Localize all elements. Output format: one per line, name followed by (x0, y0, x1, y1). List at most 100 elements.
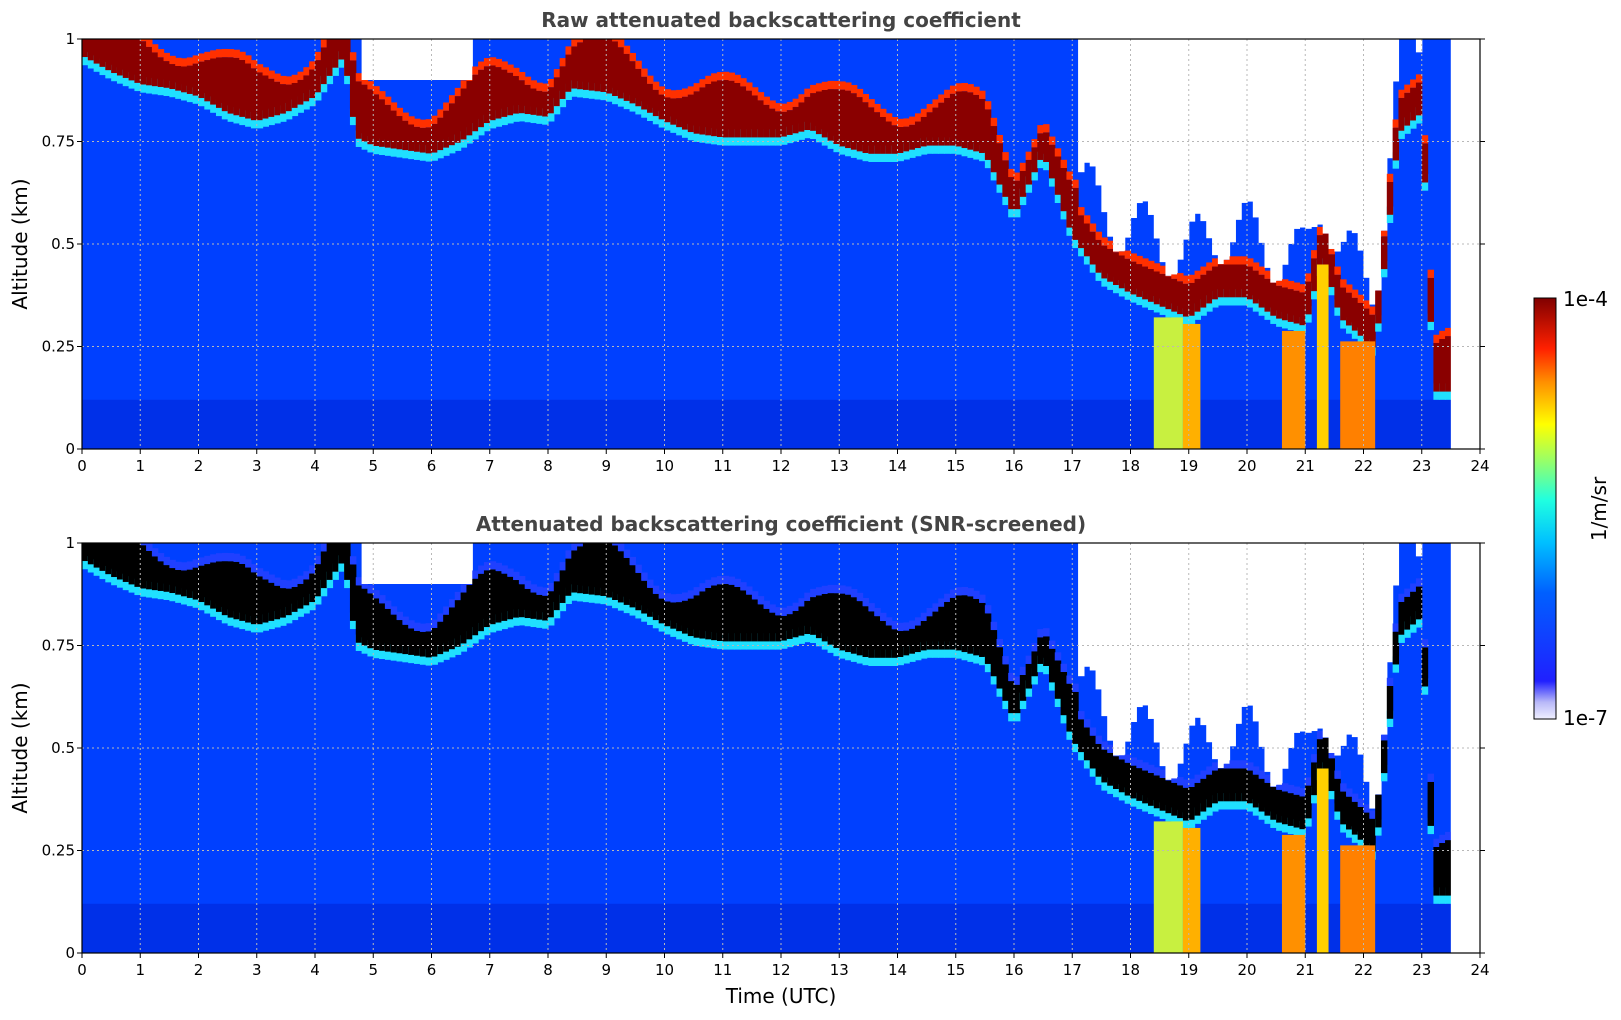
x-tick-label: 4 (310, 961, 320, 979)
cloud-core (582, 39, 590, 90)
cloud-edge (175, 586, 182, 603)
cloud-core (670, 98, 677, 125)
clear-sky (1078, 543, 1085, 677)
precipitation-column (1182, 323, 1201, 449)
cloud-core (559, 66, 567, 99)
cloud-edge (588, 82, 596, 99)
clear-sky (373, 39, 380, 80)
clear-sky (1159, 543, 1167, 767)
cloud-core (635, 68, 642, 107)
cloud-core (373, 598, 380, 651)
cloud-core (507, 72, 514, 116)
cloud-core (513, 580, 520, 618)
cloud-edge (1305, 810, 1312, 827)
x-tick-label: 13 (830, 457, 849, 475)
colorbar-max-label: 1e-4 (1563, 287, 1608, 311)
cloud-core (955, 91, 963, 147)
cloud-edge (1136, 288, 1143, 306)
cloud-top-edge (192, 559, 200, 568)
cloud-core (664, 601, 671, 627)
cloud-edge (1206, 295, 1213, 312)
cloud-core (588, 39, 596, 91)
cloud-core (157, 57, 165, 87)
clear-sky (379, 543, 386, 584)
clear-sky (1118, 39, 1126, 252)
cloud-top-edge (1258, 266, 1266, 275)
cloud-top-edge (1066, 675, 1073, 684)
cloud-top-edge (227, 553, 235, 562)
cloud-core (1212, 266, 1219, 300)
cloud-top-edge (1346, 788, 1353, 797)
cloud-top-edge (1212, 258, 1219, 267)
clear-sky (1346, 543, 1353, 735)
cloud-core (210, 58, 217, 105)
cloud-core (885, 121, 893, 154)
cloud-top-edge (955, 83, 963, 92)
cloud-core (1357, 806, 1365, 840)
cloud-core (361, 84, 369, 142)
cloud-core (1322, 737, 1330, 771)
cloud-top-edge (973, 86, 980, 95)
cloud-core (1235, 768, 1242, 802)
cloud-top-edge (1276, 280, 1283, 286)
clear-sky (367, 39, 374, 80)
cloud-core (250, 68, 258, 121)
cloud-core (1410, 591, 1417, 625)
cloud-core (990, 630, 998, 677)
cloud-core (664, 97, 671, 123)
clear-sky (1415, 543, 1423, 557)
clear-sky (1328, 39, 1335, 249)
cloud-top-edge (728, 576, 735, 585)
cloud-core (781, 615, 788, 641)
cloud-top-edge (681, 592, 689, 601)
clear-sky (1264, 39, 1271, 268)
cloud-core (612, 41, 619, 96)
cloud-core (705, 587, 712, 640)
cloud-edge (664, 618, 671, 635)
cloud-core (600, 543, 607, 596)
cloud-core (414, 630, 421, 656)
cloud-core (1089, 231, 1097, 265)
cloud-top-edge (530, 80, 537, 89)
cloud-top-edge (1089, 223, 1097, 232)
cloud-top-edge (1392, 119, 1400, 128)
cloud-top-edge (507, 64, 514, 73)
clear-sky (1369, 39, 1376, 305)
clear-sky (1311, 543, 1318, 732)
cloud-core (641, 580, 648, 614)
cloud-core (151, 556, 159, 591)
cloud-core (1281, 791, 1289, 825)
clear-sky (1101, 543, 1108, 717)
cloud-core (402, 624, 409, 655)
cloud-edge (93, 559, 101, 576)
cloud-core (903, 126, 910, 152)
cloud-top-edge (384, 600, 392, 609)
cloud-core (274, 585, 281, 620)
cloud-core (1415, 586, 1423, 620)
cloud-top-edge (1194, 774, 1201, 783)
cloud-edge (1427, 313, 1434, 331)
cloud-top-edge (740, 582, 747, 591)
cloud-top-edge (1177, 273, 1184, 282)
cloud-core (1351, 801, 1359, 835)
clear-sky (1311, 39, 1318, 228)
cloud-core (1311, 258, 1318, 292)
cloud-top-edge (996, 638, 1003, 648)
y-tick-label: 0 (65, 944, 75, 962)
cloud-core (775, 615, 782, 642)
cloud-core (1293, 290, 1301, 324)
cloud-top-edge (769, 100, 776, 109)
x-tick-label: 16 (1004, 457, 1023, 475)
cloud-top-edge (367, 81, 374, 90)
cloud-core (1153, 271, 1161, 305)
cloud-core (1369, 818, 1376, 852)
cloud-core (1025, 663, 1033, 689)
cloud-top-edge (151, 44, 159, 53)
cloud-top-edge (670, 90, 677, 99)
clear-sky (379, 39, 386, 80)
cloud-core (687, 94, 695, 133)
cloud-top-edge (536, 586, 543, 595)
cloud-top-edge (641, 572, 648, 581)
cloud-top-edge (815, 587, 823, 596)
cloud-top-edge (769, 604, 776, 613)
